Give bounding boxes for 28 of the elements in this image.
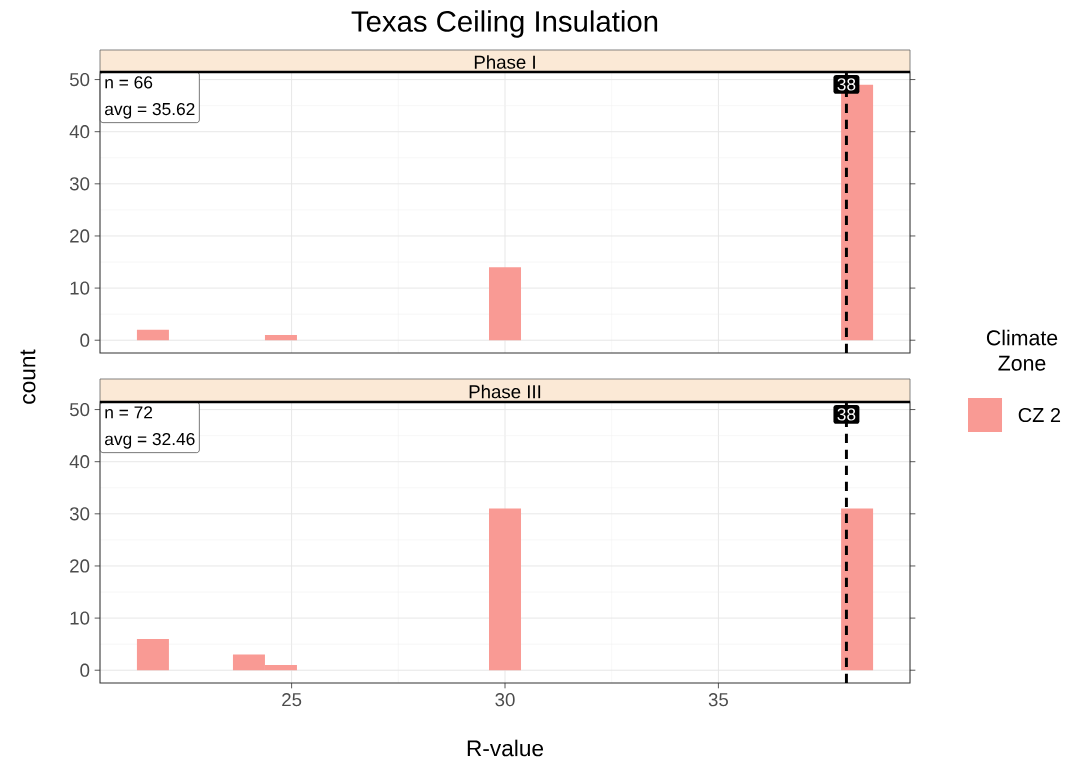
x-tick-label: 35 <box>708 693 728 707</box>
y-tick-label: 40 <box>69 455 90 469</box>
legend-label: CZ 2 <box>1018 407 1061 423</box>
y-tick-label: 0 <box>80 663 90 677</box>
legend-title: Climate Zone <box>986 329 1058 371</box>
ref-line-label: 38 <box>837 408 856 421</box>
chart-subtitle: Phase I <box>474 55 535 69</box>
y-tick-label: 30 <box>69 177 90 191</box>
y-tick-label: 40 <box>69 125 90 139</box>
y-axis-title: count <box>20 349 36 404</box>
y-tick-label: 50 <box>69 72 90 87</box>
x-axis-title: R-value <box>467 739 544 757</box>
ref-line-label: 38 <box>837 78 856 91</box>
y-tick-label: 20 <box>70 229 90 243</box>
chart-title: Texas Ceiling Insulation <box>351 10 658 38</box>
annotation: avg = 32.46 <box>105 432 195 449</box>
y-tick-label: 50 <box>69 402 90 417</box>
annotation: avg = 35.62 <box>105 102 195 119</box>
x-tick-label: 30 <box>495 693 515 707</box>
y-tick-label: 20 <box>70 559 90 573</box>
y-tick-label: 30 <box>69 507 90 521</box>
annotation: n = 66 <box>105 76 153 89</box>
chart-subtitle: Phase III <box>469 384 541 399</box>
y-tick-label: 0 <box>80 333 90 347</box>
x-tick-label: 25 <box>282 693 302 707</box>
y-tick-label: 10 <box>70 611 90 625</box>
y-tick-label: 10 <box>70 281 90 295</box>
annotation: n = 72 <box>105 406 153 419</box>
